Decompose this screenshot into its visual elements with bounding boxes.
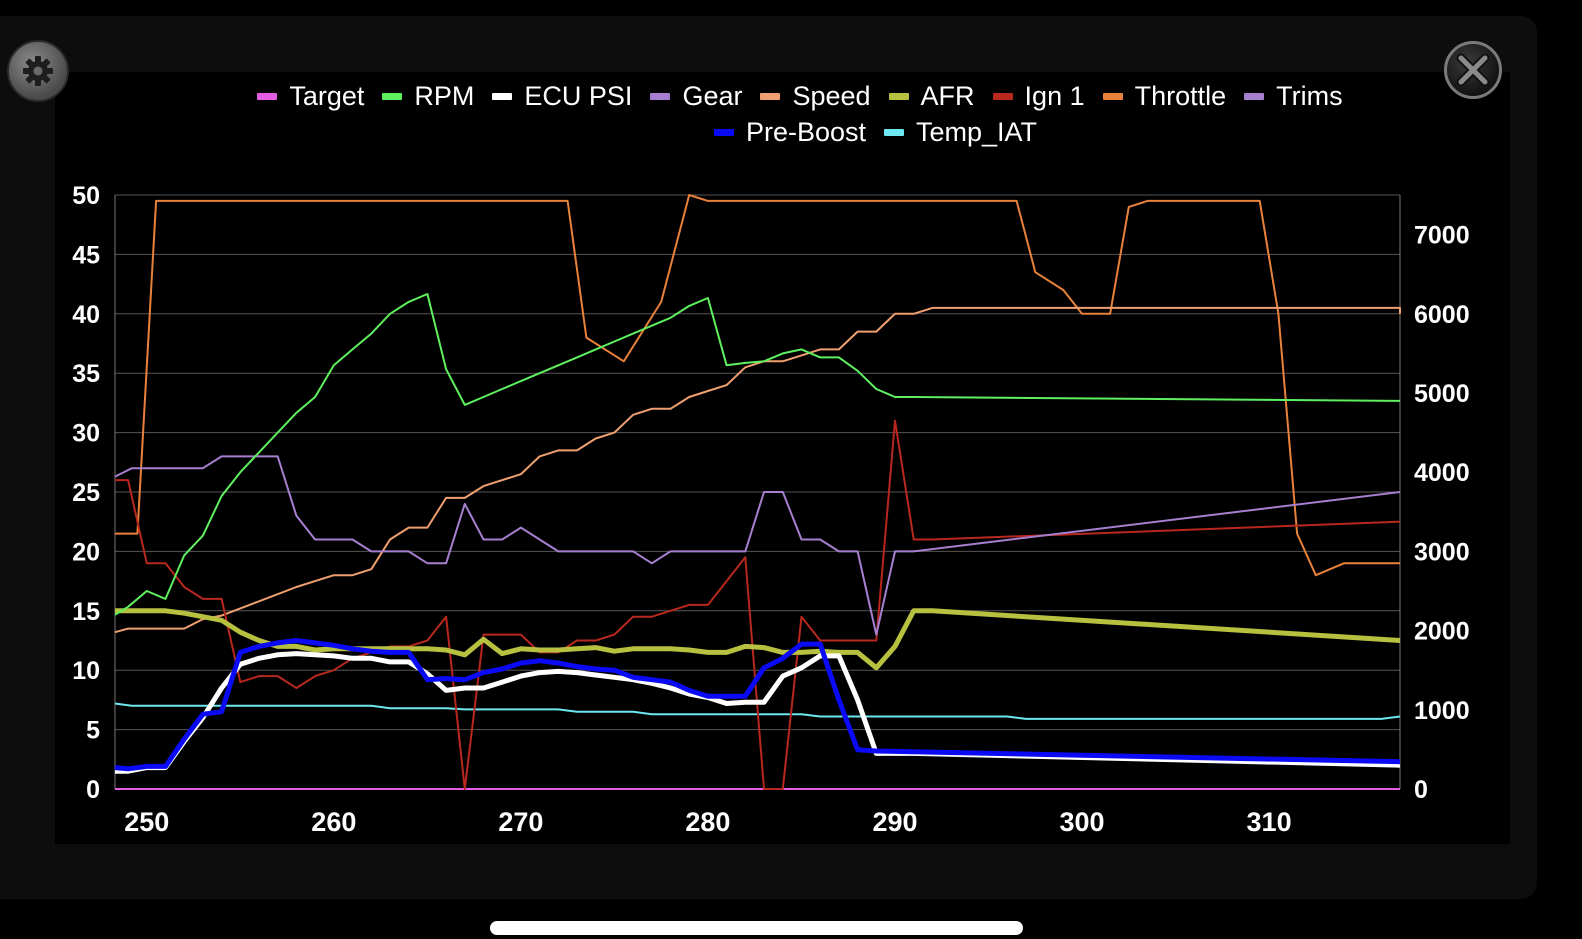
legend-swatch — [713, 128, 734, 136]
x-tick-label: 290 — [872, 807, 917, 837]
legend-label: Temp_IAT — [916, 117, 1038, 147]
legend-item: AFR — [888, 80, 975, 112]
legend-item: Trims — [1244, 80, 1343, 112]
series-line — [115, 651, 1401, 774]
legend-swatch — [1244, 92, 1265, 100]
legend-label: Trims — [1276, 81, 1343, 111]
legend-item: ECU PSI — [492, 80, 632, 112]
legend-swatch — [760, 92, 781, 100]
y2-tick-label: 0 — [1414, 776, 1428, 804]
legend-label: Target — [289, 81, 365, 111]
x-tick-label: 280 — [685, 807, 730, 837]
legend-item: Throttle — [1102, 80, 1227, 112]
y2-tick-label: 7000 — [1414, 222, 1470, 250]
y2-tick-label: 2000 — [1414, 618, 1470, 646]
y-tick-label: 30 — [72, 420, 100, 448]
series-line — [114, 306, 1401, 634]
legend-swatch — [992, 92, 1013, 100]
legend-swatch — [257, 92, 278, 100]
y2-tick-label: 6000 — [1414, 301, 1470, 329]
legend-swatch — [382, 92, 403, 100]
legend-label: AFR — [920, 81, 975, 111]
legend-label: Speed — [792, 81, 871, 111]
y-tick-label: 20 — [72, 538, 100, 566]
y2-tick-label: 3000 — [1414, 538, 1470, 566]
legend-item: RPM — [382, 80, 474, 112]
legend-label: Ign 1 — [1024, 81, 1085, 111]
x-tick-label: 250 — [124, 807, 169, 837]
series-line — [114, 293, 1401, 616]
close-x-icon — [1456, 53, 1490, 87]
settings-button[interactable] — [7, 40, 69, 102]
y-tick-label: 35 — [72, 360, 100, 388]
series-line — [115, 419, 1401, 790]
x-tick-label: 300 — [1059, 807, 1104, 837]
legend-swatch — [492, 92, 513, 100]
legend-label: RPM — [414, 81, 475, 111]
y-tick-label: 45 — [72, 241, 100, 269]
legend-label: ECU PSI — [524, 81, 633, 111]
series-line — [114, 638, 1401, 772]
home-indicator[interactable] — [490, 921, 1023, 935]
legend-label: Gear — [682, 81, 743, 111]
y2-tick-label: 5000 — [1414, 380, 1470, 408]
y-tick-label: 50 — [72, 182, 100, 210]
legend-item: Ign 1 — [992, 80, 1085, 112]
gear-icon — [23, 56, 53, 86]
legend-swatch — [650, 92, 671, 100]
series-line — [115, 608, 1401, 671]
legend-label: Pre-Boost — [745, 117, 866, 147]
series-line — [115, 194, 1400, 577]
legend-swatch — [888, 92, 909, 100]
legend-swatch — [884, 128, 904, 136]
y2-tick-label: 1000 — [1414, 697, 1470, 725]
y-tick-label: 25 — [72, 479, 100, 507]
legend-item: Gear — [650, 80, 742, 112]
chart-legend: Target RPM ECU PSI Gear Speed AFR Ign 1 Throttl… — [150, 80, 1450, 148]
legend-item: Target — [257, 80, 364, 112]
y-tick-label: 15 — [72, 598, 100, 626]
legend-label: Throttle — [1134, 81, 1227, 111]
close-button[interactable] — [1444, 41, 1502, 99]
y2-tick-label: 4000 — [1414, 459, 1470, 487]
legend-item: Temp_IAT — [884, 116, 1037, 148]
series-line — [114, 702, 1401, 720]
legend-item: Speed — [760, 80, 871, 112]
y-tick-label: 10 — [72, 657, 100, 685]
x-tick-label: 310 — [1247, 807, 1292, 837]
series-line — [114, 455, 1401, 636]
legend-item: Pre-Boost — [713, 116, 866, 148]
legend-swatch — [1102, 92, 1123, 100]
y-tick-label: 0 — [86, 776, 100, 804]
x-tick-label: 270 — [498, 807, 543, 837]
y-tick-label: 40 — [72, 301, 100, 329]
y-tick-label: 5 — [86, 717, 100, 745]
x-tick-label: 260 — [311, 807, 356, 837]
